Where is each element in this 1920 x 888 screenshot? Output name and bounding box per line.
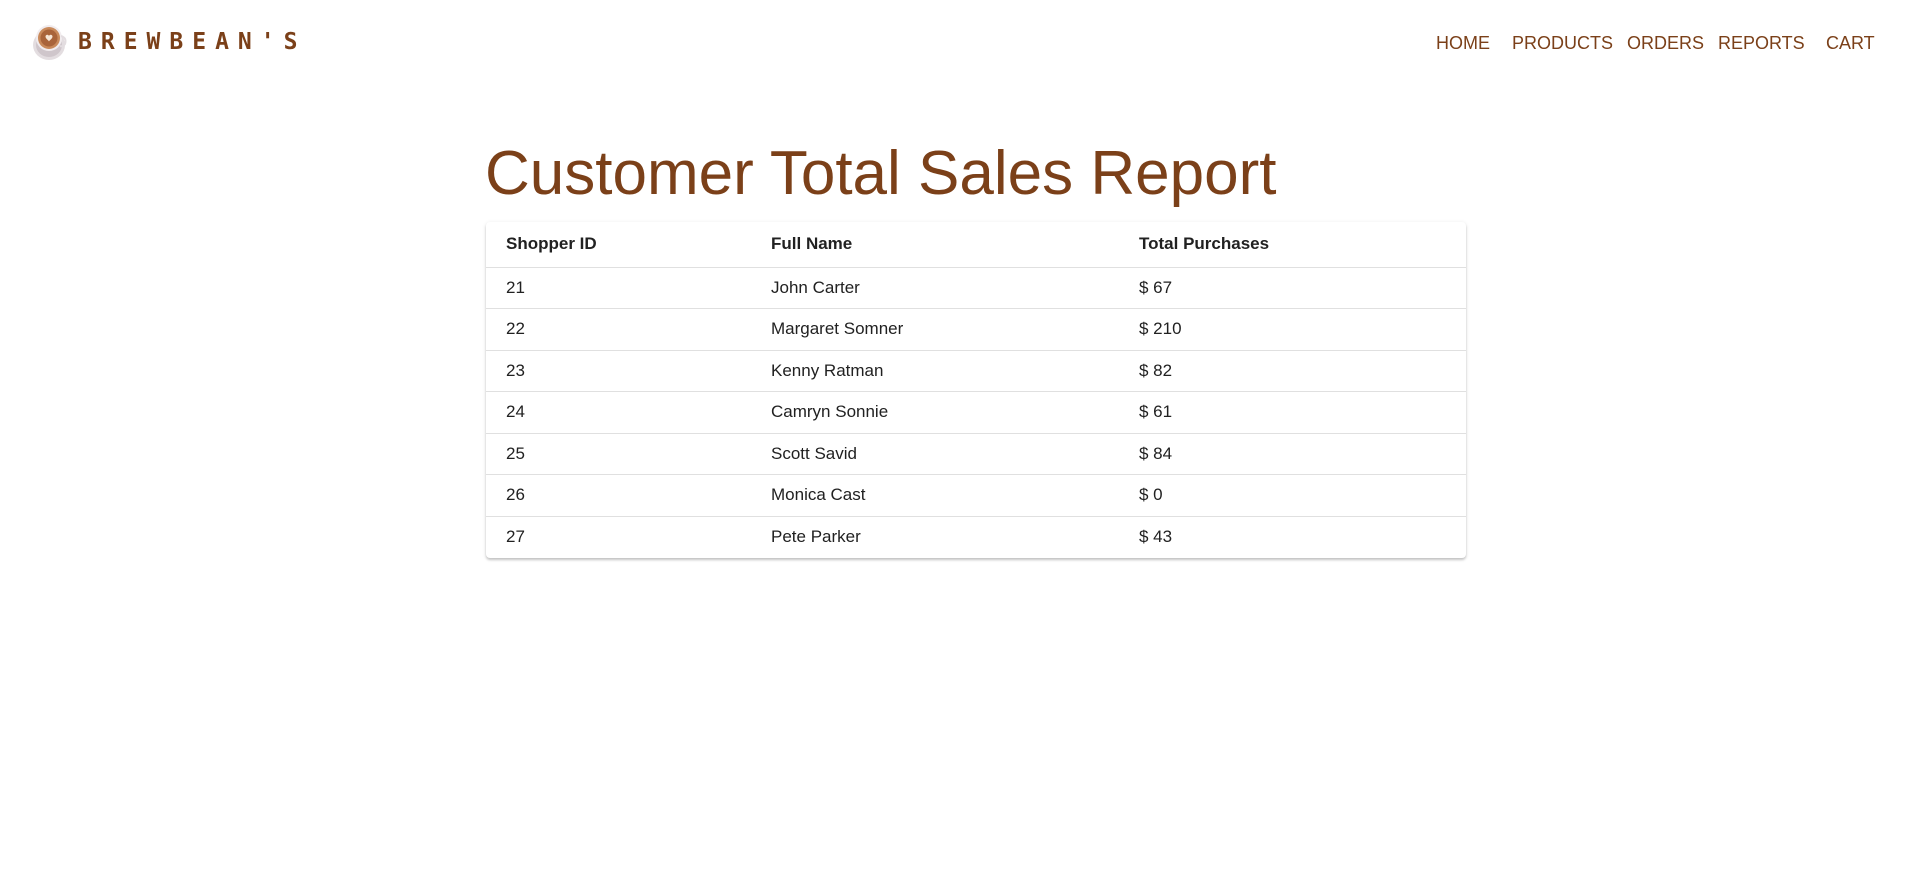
nav-reports[interactable]: REPORTS bbox=[1718, 33, 1805, 53]
table-row: 26 Monica Cast $ 0 bbox=[486, 474, 1466, 517]
coffee-cup-logo-icon bbox=[33, 25, 67, 60]
nav-cart[interactable]: CART bbox=[1826, 33, 1875, 53]
brand-name: BREWBEAN'S bbox=[78, 29, 307, 55]
cell-full-name: Kenny Ratman bbox=[751, 350, 1119, 392]
cell-full-name: Scott Savid bbox=[751, 433, 1119, 475]
table-row: 21 John Carter $ 67 bbox=[486, 267, 1466, 309]
main-nav: HOME PRODUCTS ORDERS REPORTS CART bbox=[0, 0, 1920, 86]
sales-report-table-card: Shopper ID Full Name Total Purchases 21 … bbox=[486, 222, 1466, 558]
brand-home-link[interactable]: BREWBEAN'S bbox=[32, 22, 306, 62]
cell-total-purchases: $ 210 bbox=[1119, 308, 1466, 351]
cell-total-purchases: $ 0 bbox=[1119, 474, 1466, 517]
cell-shopper-id: 22 bbox=[486, 308, 751, 351]
sales-report-table: Shopper ID Full Name Total Purchases 21 … bbox=[486, 222, 1466, 558]
cell-shopper-id: 21 bbox=[486, 267, 751, 309]
table-row: 23 Kenny Ratman $ 82 bbox=[486, 350, 1466, 392]
table-row: 27 Pete Parker $ 43 bbox=[486, 516, 1466, 558]
cell-full-name: Camryn Sonnie bbox=[751, 391, 1119, 434]
cell-full-name: Monica Cast bbox=[751, 474, 1119, 517]
cell-total-purchases: $ 61 bbox=[1119, 391, 1466, 434]
header-shopper-id: Shopper ID bbox=[486, 222, 751, 268]
cell-full-name: John Carter bbox=[751, 267, 1119, 309]
cell-total-purchases: $ 67 bbox=[1119, 267, 1466, 309]
table-header-row: Shopper ID Full Name Total Purchases bbox=[486, 222, 1466, 268]
table-row: 25 Scott Savid $ 84 bbox=[486, 433, 1466, 475]
nav-products[interactable]: PRODUCTS bbox=[1512, 33, 1614, 53]
navbar: BREWBEAN'S HOME PRODUCTS ORDERS REPORTS … bbox=[0, 0, 1920, 86]
cell-shopper-id: 25 bbox=[486, 433, 751, 475]
header-full-name: Full Name bbox=[751, 222, 1119, 268]
cell-shopper-id: 24 bbox=[486, 391, 751, 434]
cell-shopper-id: 26 bbox=[486, 474, 751, 517]
cell-total-purchases: $ 43 bbox=[1139, 527, 1173, 546]
cell-full-name: Pete Parker bbox=[771, 527, 861, 546]
cell-full-name: Margaret Somner bbox=[751, 308, 1119, 351]
table-row: 22 Margaret Somner $ 210 bbox=[486, 308, 1466, 351]
nav-orders[interactable]: ORDERS bbox=[1627, 33, 1705, 53]
cell-total-purchases: $ 84 bbox=[1119, 433, 1466, 475]
cell-shopper-id: 23 bbox=[486, 350, 751, 392]
cell-total-purchases: $ 82 bbox=[1119, 350, 1466, 392]
page-title: Customer Total Sales Report bbox=[485, 139, 1277, 208]
table-row: 24 Camryn Sonnie $ 61 bbox=[486, 391, 1466, 434]
header-total-purchases: Total Purchases bbox=[1119, 222, 1466, 268]
cell-shopper-id: 27 bbox=[506, 527, 525, 546]
nav-home[interactable]: HOME bbox=[1436, 33, 1490, 53]
